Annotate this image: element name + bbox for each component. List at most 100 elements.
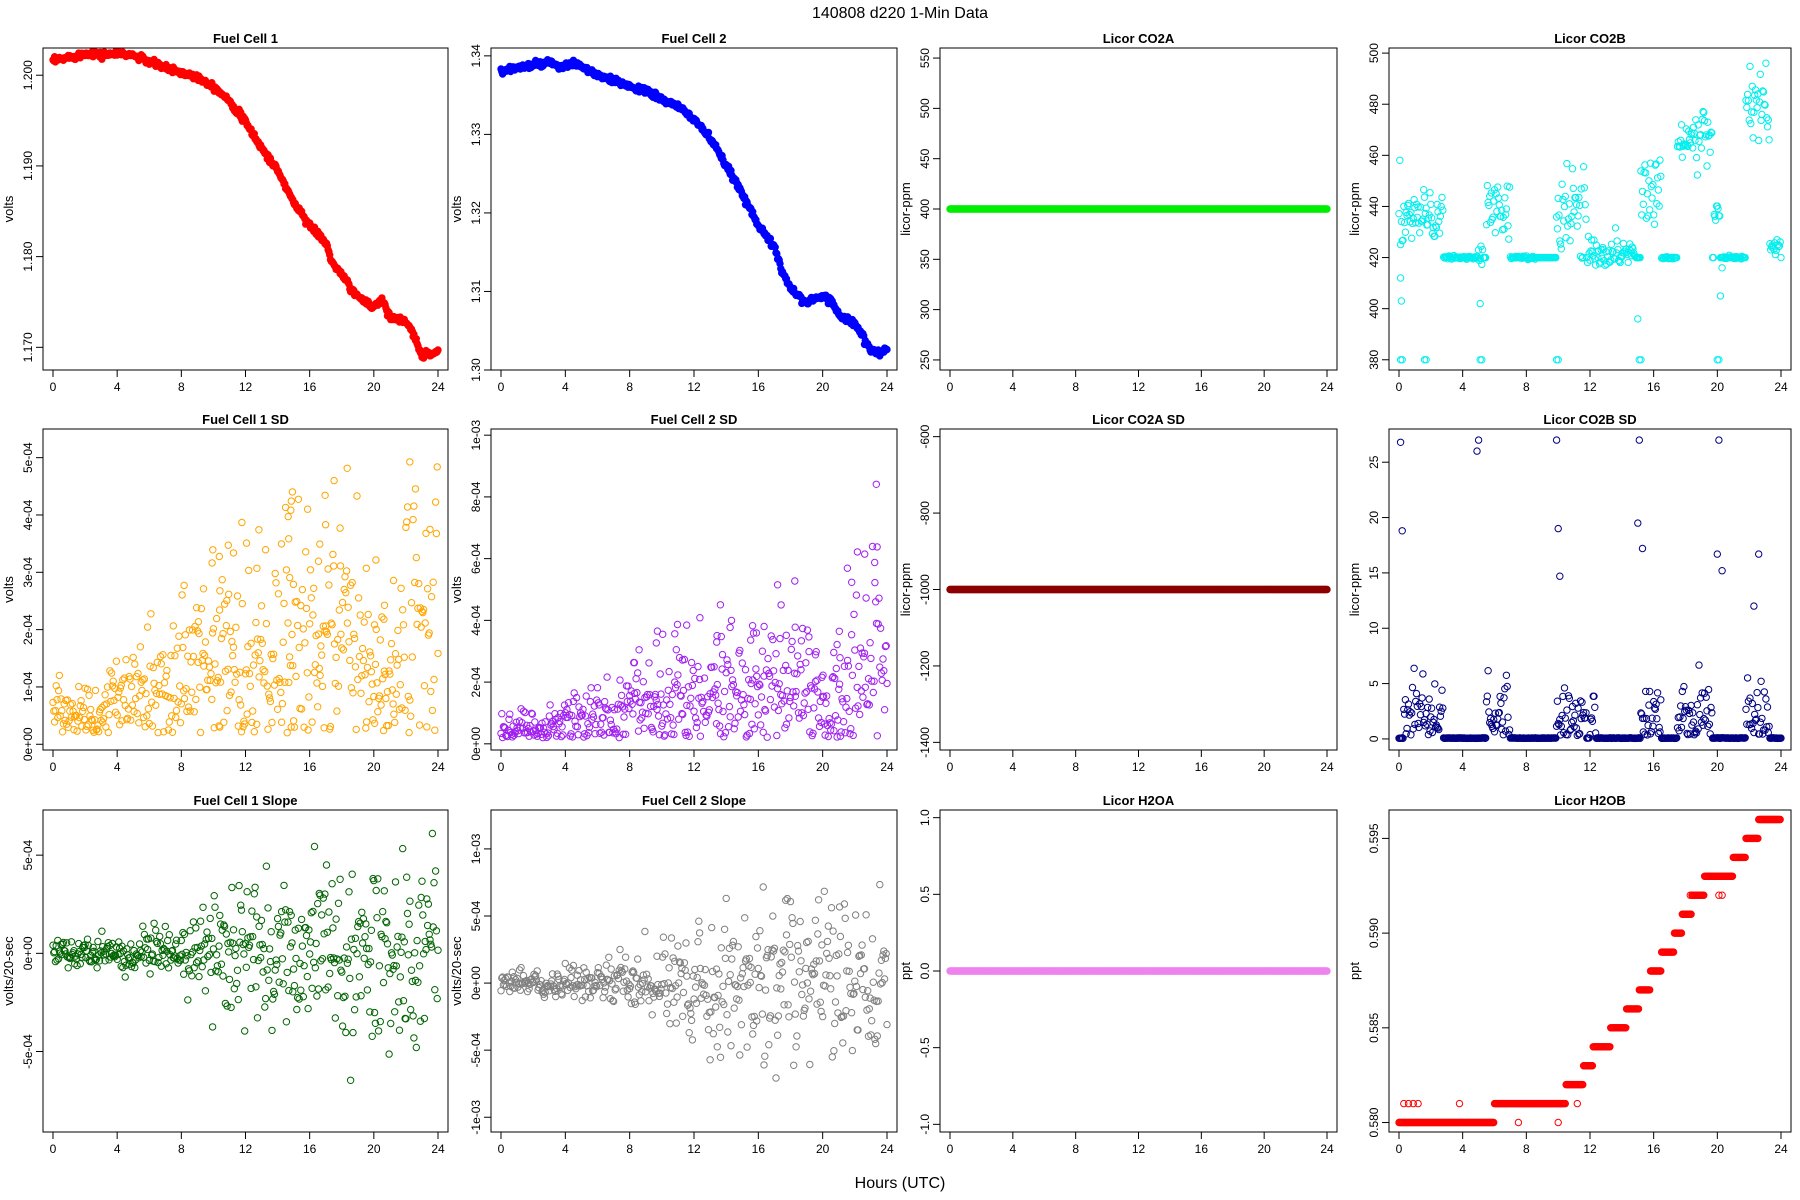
data-point — [217, 634, 226, 643]
data-point — [106, 667, 114, 675]
x-tick-label: 4 — [1009, 380, 1016, 394]
data-point — [117, 681, 125, 689]
data-point — [690, 995, 698, 1003]
data-point — [1482, 221, 1491, 229]
data-point — [406, 696, 414, 704]
data-point — [701, 965, 709, 974]
data-point — [196, 946, 204, 955]
data-point — [652, 696, 660, 704]
data-point — [850, 610, 858, 619]
data-point — [295, 643, 303, 652]
data-point — [53, 956, 61, 964]
data-point — [358, 644, 367, 653]
data-point — [1693, 171, 1702, 179]
data-point — [1572, 200, 1581, 209]
data-point — [250, 890, 259, 898]
data-point — [422, 529, 430, 537]
data-point — [332, 653, 340, 662]
data-point — [629, 967, 637, 975]
data-point — [673, 681, 681, 689]
data-point — [346, 1076, 355, 1085]
data-point — [719, 982, 727, 990]
data-point — [56, 712, 64, 720]
data-point — [716, 601, 725, 609]
data-point — [525, 985, 533, 993]
data-point — [293, 621, 302, 630]
y-tick-label: 0 — [1367, 735, 1381, 742]
data-point — [783, 687, 791, 695]
data-point — [273, 705, 282, 713]
data-point — [1754, 703, 1762, 712]
data-point — [748, 622, 757, 630]
data-point — [611, 986, 619, 994]
data-point — [1759, 87, 1767, 95]
y-axis-label: licor-ppm — [1347, 182, 1362, 235]
data-point — [757, 721, 765, 729]
data-point — [713, 631, 721, 640]
data-point — [408, 653, 416, 661]
data-point — [1753, 688, 1761, 697]
data-point — [142, 689, 150, 698]
data-point — [842, 703, 850, 711]
data-point — [345, 638, 353, 646]
data-point — [403, 518, 411, 526]
data-point — [805, 647, 813, 656]
data-point — [367, 668, 376, 676]
data-point — [1699, 107, 1707, 116]
data-point — [696, 964, 705, 973]
data-point — [350, 634, 359, 643]
data-point — [1700, 108, 1708, 117]
data-point — [265, 690, 273, 698]
data-point — [380, 601, 389, 609]
data-point — [1422, 356, 1430, 364]
y-tick-label: 0e+00 — [469, 727, 483, 761]
data-point — [299, 625, 307, 633]
data-point — [1755, 550, 1763, 558]
x-tick-label: 24 — [1320, 760, 1334, 774]
data-point — [332, 915, 340, 923]
data-point — [245, 941, 254, 949]
data-point — [634, 669, 642, 677]
data-point — [1416, 711, 1425, 719]
data-point — [411, 976, 420, 984]
data-point — [630, 659, 639, 667]
data-point — [210, 892, 218, 900]
data-point — [249, 661, 258, 669]
data-point — [875, 594, 883, 602]
data-point — [210, 724, 218, 732]
data-point — [1405, 711, 1414, 719]
data-point — [829, 673, 837, 681]
data-point — [814, 714, 823, 722]
data-point — [420, 682, 429, 690]
data-point — [1708, 129, 1716, 137]
data-point — [724, 660, 732, 669]
data-point — [350, 1006, 359, 1014]
data-point — [725, 702, 734, 711]
data-point — [84, 941, 93, 950]
data-point — [739, 691, 747, 699]
data-point — [833, 733, 841, 741]
data-point — [787, 645, 795, 654]
data-point — [411, 485, 420, 493]
data-point — [865, 701, 873, 709]
data-point — [667, 714, 675, 722]
data-point — [288, 939, 296, 947]
data-point — [1419, 670, 1427, 678]
data-point — [1420, 186, 1428, 194]
data-point — [386, 969, 394, 978]
data-point — [164, 964, 173, 972]
y-tick-label: 1.31 — [469, 279, 483, 303]
data-point — [861, 550, 869, 558]
data-point — [427, 687, 435, 696]
data-point — [418, 607, 426, 616]
data-point — [318, 911, 326, 919]
x-tick-label: 20 — [1711, 760, 1725, 774]
y-tick-label: 1.30 — [469, 358, 483, 382]
data-point — [809, 729, 817, 737]
data-point — [399, 844, 407, 853]
panel-title: Fuel Cell 1 Slope — [193, 793, 297, 808]
data-point — [617, 691, 626, 700]
data-point — [581, 993, 590, 1001]
data-point — [1397, 297, 1406, 305]
data-point — [399, 997, 408, 1005]
